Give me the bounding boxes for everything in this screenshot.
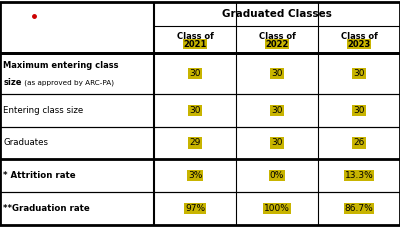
Bar	[0, 159, 154, 192]
Text: 30: 30	[271, 69, 283, 78]
Text: Graduated Classes: Graduated Classes	[222, 9, 332, 19]
Text: 3%: 3%	[188, 171, 202, 180]
Text: 0%: 0%	[270, 171, 284, 180]
Text: 2021: 2021	[183, 39, 207, 49]
Text: 86.7%: 86.7%	[345, 204, 373, 213]
Bar	[318, 27, 400, 53]
Text: Class of: Class of	[258, 32, 296, 41]
Bar	[0, 127, 154, 159]
Bar	[154, 127, 236, 159]
Text: 30: 30	[189, 69, 201, 78]
Text: 30: 30	[353, 106, 365, 115]
Bar	[236, 159, 318, 192]
Bar	[318, 94, 400, 127]
Text: (as approved by ARC-PA): (as approved by ARC-PA)	[22, 79, 114, 86]
Text: Graduates: Graduates	[3, 138, 48, 148]
Bar	[236, 53, 318, 94]
Bar	[154, 53, 236, 94]
Bar	[0, 94, 154, 127]
Bar	[236, 127, 318, 159]
Bar	[318, 159, 400, 192]
Text: size: size	[3, 78, 22, 87]
Text: 30: 30	[271, 106, 283, 115]
Bar	[154, 192, 236, 225]
Text: 30: 30	[189, 106, 201, 115]
Text: **Graduation rate: **Graduation rate	[3, 204, 90, 213]
Bar	[154, 159, 236, 192]
Bar	[0, 2, 154, 53]
Text: 2022: 2022	[265, 39, 289, 49]
Bar	[0, 53, 154, 94]
Bar	[236, 192, 318, 225]
Bar	[318, 192, 400, 225]
Bar	[154, 27, 236, 53]
Bar	[236, 94, 318, 127]
Text: 26: 26	[353, 138, 365, 148]
Bar	[318, 127, 400, 159]
Bar	[318, 53, 400, 94]
Text: 30: 30	[353, 69, 365, 78]
Text: * Attrition rate: * Attrition rate	[3, 171, 76, 180]
Text: 2023: 2023	[347, 39, 371, 49]
Text: 30: 30	[271, 138, 283, 148]
Text: 29: 29	[189, 138, 201, 148]
Text: Class of: Class of	[176, 32, 214, 41]
Text: Class of: Class of	[340, 32, 378, 41]
Bar	[0, 192, 154, 225]
Text: 13.3%: 13.3%	[345, 171, 373, 180]
Text: 97%: 97%	[185, 204, 205, 213]
Text: 100%: 100%	[264, 204, 290, 213]
Bar	[236, 27, 318, 53]
Bar	[154, 94, 236, 127]
Text: Entering class size: Entering class size	[3, 106, 84, 115]
Text: Maximum entering class: Maximum entering class	[3, 61, 119, 70]
Bar	[154, 2, 400, 27]
